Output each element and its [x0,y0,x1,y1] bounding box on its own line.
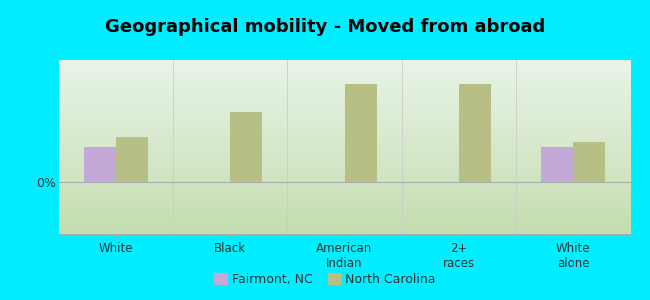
Bar [541,146,573,182]
Legend: Fairmont, NC, North Carolina: Fairmont, NC, North Carolina [209,268,441,291]
Bar [344,83,376,182]
Bar [573,142,605,182]
Text: Geographical mobility - Moved from abroad: Geographical mobility - Moved from abroa… [105,18,545,36]
Bar [84,146,116,182]
Bar [459,83,491,182]
Bar [116,137,148,182]
Bar [230,112,262,182]
